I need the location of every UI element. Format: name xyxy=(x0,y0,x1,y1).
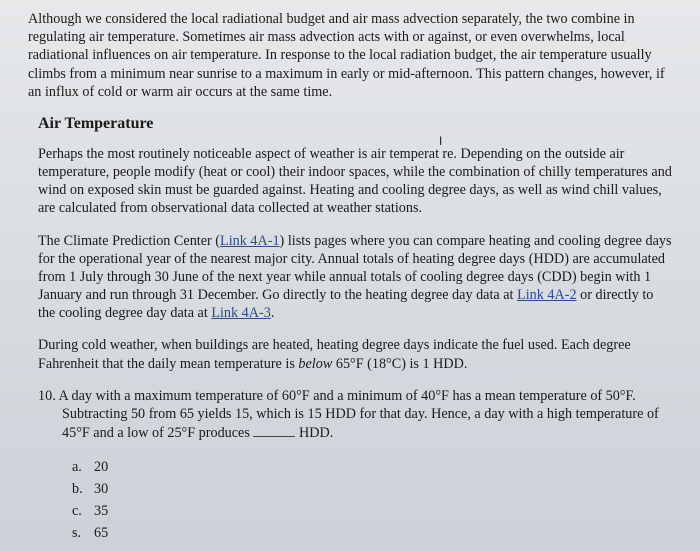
para3-text-d: . xyxy=(271,305,275,321)
option-label: b. xyxy=(72,478,94,500)
para2-text-a: Perhaps the most routinely noticeable as… xyxy=(38,146,439,162)
fill-in-blank[interactable] xyxy=(253,423,295,437)
option-label: c. xyxy=(72,500,94,522)
answer-options: a. 20 b. 30 c. 35 s. 65 xyxy=(72,456,672,544)
question-text-b: HDD. xyxy=(295,425,333,441)
para4-text-b: 65°F (18°C) is 1 HDD. xyxy=(332,356,467,372)
para3-text-a: The Climate Prediction Center ( xyxy=(38,233,220,249)
question-text-a: A day with a maximum temperature of 60°F… xyxy=(59,388,659,441)
question-number: 10. xyxy=(38,388,59,404)
option-a[interactable]: a. 20 xyxy=(72,456,672,478)
link-4a-2[interactable]: Link 4A-2 xyxy=(517,287,577,303)
option-label: s. xyxy=(72,522,94,544)
section-heading: Air Temperature xyxy=(38,115,672,133)
question-10: 10. A day with a maximum temperature of … xyxy=(38,387,672,442)
option-s[interactable]: s. 65 xyxy=(72,522,672,544)
option-c[interactable]: c. 35 xyxy=(72,500,672,522)
link-4a-3[interactable]: Link 4A-3 xyxy=(211,305,271,321)
option-value: 35 xyxy=(94,500,108,522)
option-label: a. xyxy=(72,456,94,478)
intro-paragraph: Although we considered the local radiati… xyxy=(28,10,672,101)
textbook-page: Although we considered the local radiati… xyxy=(0,0,700,551)
option-value: 30 xyxy=(94,478,108,500)
link-4a-1[interactable]: Link 4A-1 xyxy=(220,233,280,249)
paragraph-4: During cold weather, when buildings are … xyxy=(38,336,672,372)
paragraph-2: Perhaps the most routinely noticeable as… xyxy=(38,145,672,218)
para4-italic: below xyxy=(298,356,332,372)
paragraph-3: The Climate Prediction Center (Link 4A-1… xyxy=(38,232,672,323)
option-value: 65 xyxy=(94,522,108,544)
option-b[interactable]: b. 30 xyxy=(72,478,672,500)
option-value: 20 xyxy=(94,456,108,478)
